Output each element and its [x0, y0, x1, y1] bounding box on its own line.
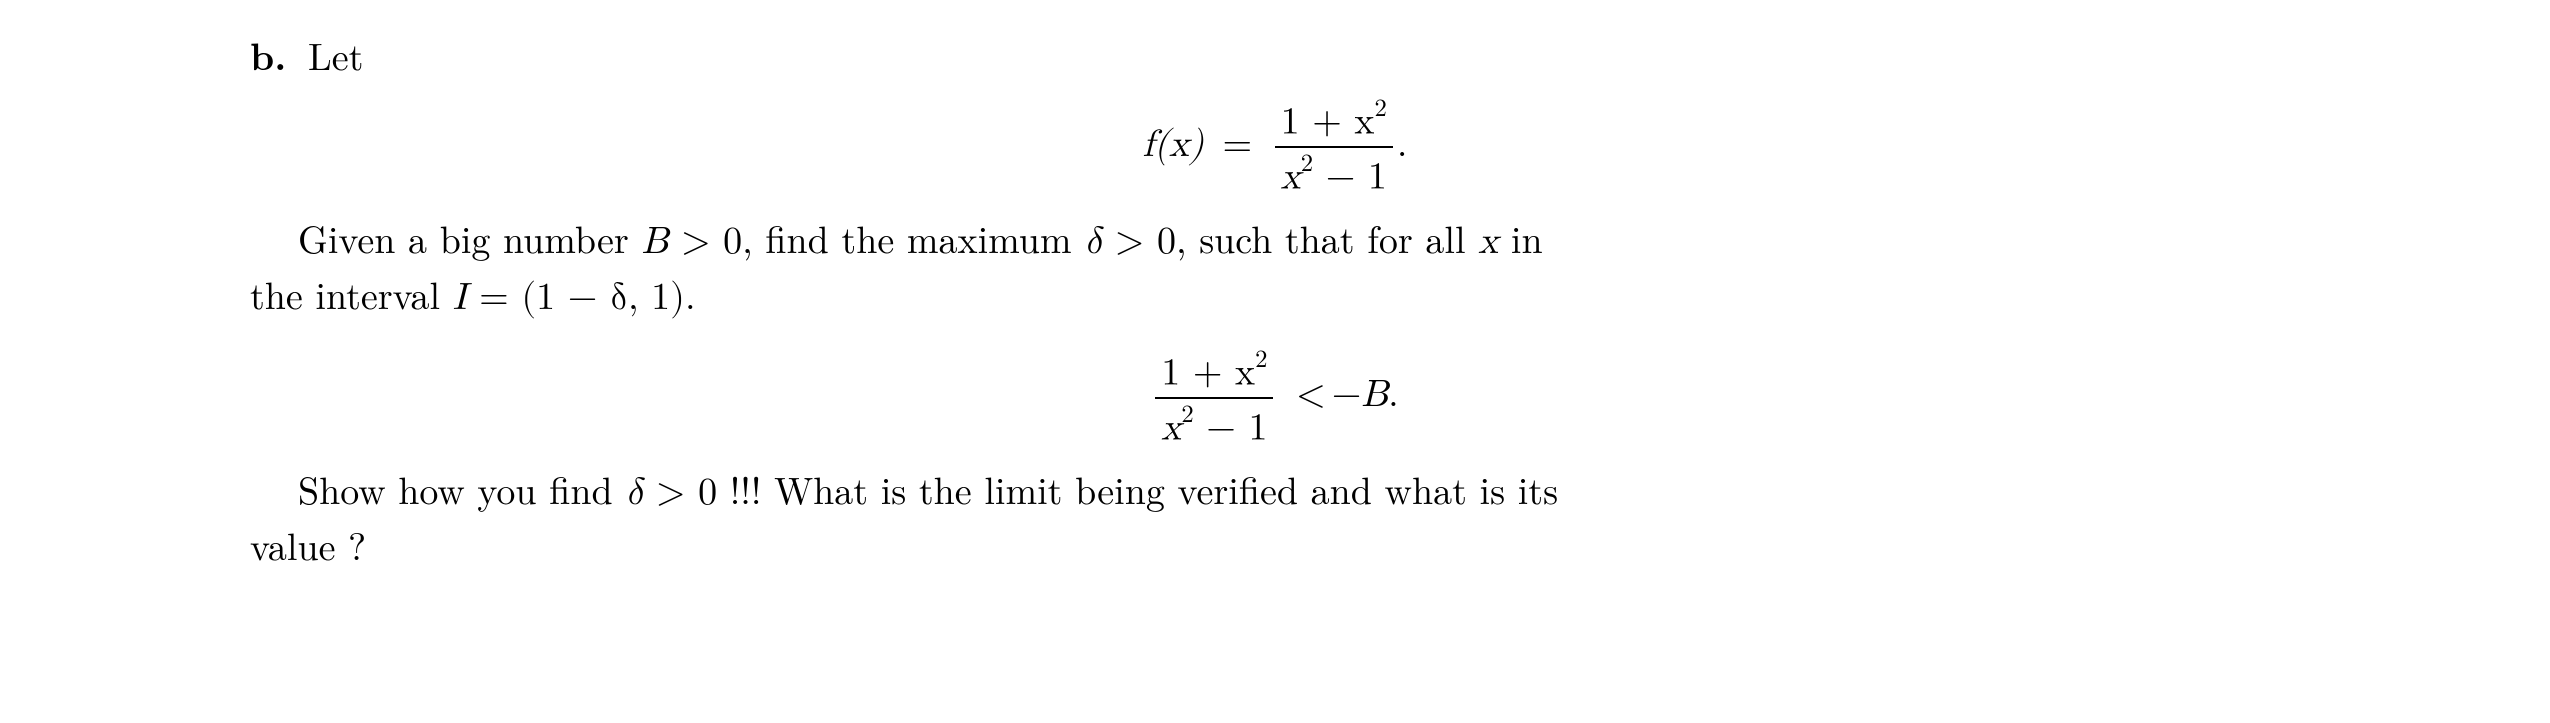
- p1-pre: Given a big number: [298, 211, 641, 265]
- p1-period: .: [685, 267, 696, 321]
- p2-delta: δ: [625, 474, 643, 512]
- p1-delta: δ: [1084, 223, 1102, 261]
- p1-mid: , find the maximum: [742, 211, 1084, 265]
- eq-lhs: f(x): [1143, 126, 1204, 164]
- eq-fraction: 1 + x2 x2 − 1: [1275, 95, 1393, 199]
- ineq-fraction: 1 + x2 x2 − 1: [1155, 346, 1273, 450]
- p2-gt0: > 0: [643, 474, 729, 512]
- definition-equation: f(x) = 1 + x2 x2 − 1 .: [250, 95, 2300, 199]
- p2-bang: !!!: [730, 462, 774, 516]
- item-header-row: b. Let: [250, 30, 2300, 81]
- ineq-num-exp: 2: [1255, 347, 1267, 372]
- eq-den-tail: − 1: [1313, 159, 1387, 197]
- paragraph-1: Given a big number B > 0, find the maxim…: [250, 213, 2300, 324]
- p1-interval: (1 − δ, 1): [521, 279, 685, 317]
- p1-x: x: [1478, 223, 1498, 261]
- ineq-rhs-B: B: [1361, 376, 1388, 414]
- p1-I: I: [453, 279, 467, 317]
- ineq-den-exp: 2: [1181, 402, 1193, 427]
- p1-eq: =: [467, 267, 522, 321]
- p1-post: , such that for all: [1176, 211, 1478, 265]
- paragraph-2: Show how you find δ > 0 !!! What is the …: [250, 464, 2300, 571]
- ineq-period: .: [1388, 376, 1399, 414]
- p1-gt0-1: > 0: [668, 223, 742, 261]
- ineq-den-tail: − 1: [1194, 409, 1268, 447]
- problem-page: b. Let f(x) = 1 + x2 x2 − 1 . Given a bi…: [0, 0, 2550, 723]
- inequality-equation: 1 + x2 x2 − 1 <−B.: [250, 346, 2300, 450]
- p1-in: in: [1498, 211, 1542, 265]
- p2-a: Show how you find: [298, 462, 625, 516]
- p1-line2-pre: the interval: [250, 267, 453, 321]
- eq-num: 1 + x: [1281, 104, 1375, 142]
- eq-equals: =: [1216, 126, 1258, 164]
- ineq-num: 1 + x: [1161, 354, 1255, 392]
- eq-num-exp: 2: [1375, 96, 1387, 121]
- eq-den-x: x: [1281, 159, 1301, 197]
- ineq-lt: <: [1290, 376, 1332, 414]
- eq-period: .: [1397, 126, 1408, 164]
- p1-B: B: [641, 223, 668, 261]
- eq-den-exp: 2: [1301, 151, 1313, 176]
- ineq-den-x: x: [1161, 409, 1181, 447]
- p2-b: What is the limit being verified and wha…: [774, 462, 1558, 516]
- item-label: b.: [250, 30, 308, 81]
- p2-c: value ?: [250, 518, 366, 572]
- ineq-rhs-sign: −: [1332, 376, 1362, 414]
- p1-gt0-2: > 0: [1102, 223, 1176, 261]
- intro-text: Let: [308, 30, 363, 81]
